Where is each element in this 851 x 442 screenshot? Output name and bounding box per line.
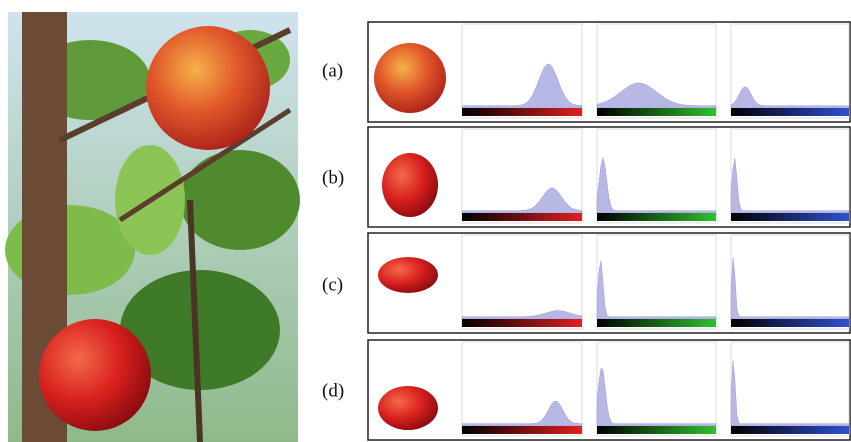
panel-label: (b): [322, 167, 344, 188]
histogram-frame: [731, 129, 849, 223]
color-bar: [731, 319, 849, 327]
panel-label: (a): [322, 60, 343, 81]
color-bar: [462, 108, 582, 116]
apple-thumbnail: [378, 257, 438, 293]
color-bar: [731, 213, 849, 221]
figure: (a) (b) (c) (d): [0, 0, 851, 442]
apple-thumbnail: [374, 43, 446, 113]
histogram-frame: [597, 235, 716, 329]
apple-thumbnail: [382, 153, 438, 217]
color-bar: [462, 319, 582, 327]
color-bar: [597, 426, 716, 434]
color-bar: [462, 213, 582, 221]
color-bar: [462, 426, 582, 434]
color-bar: [597, 213, 716, 221]
histogram-frame: [731, 342, 849, 436]
histogram-frame: [597, 342, 716, 436]
histogram-frame: [731, 235, 849, 329]
apple-thumbnail: [378, 386, 438, 430]
color-bar: [597, 108, 716, 116]
panels: (a) (b) (c) (d): [322, 60, 344, 401]
photo: [5, 12, 300, 442]
color-bar: [731, 108, 849, 116]
panel-label: (d): [322, 380, 344, 401]
histogram-frame: [597, 129, 716, 223]
panel-label: (c): [322, 274, 343, 295]
color-bar: [597, 319, 716, 327]
color-bar: [731, 426, 849, 434]
